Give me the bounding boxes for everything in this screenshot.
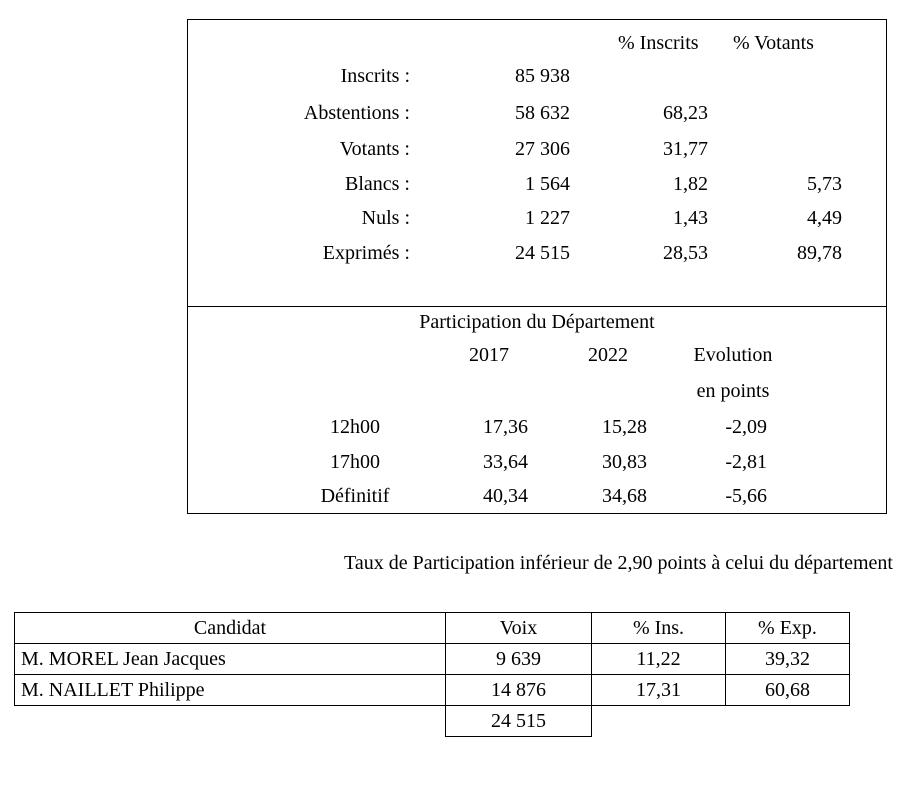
candidate-name: M. NAILLET Philippe xyxy=(14,674,446,706)
results-box-left xyxy=(187,19,188,514)
header-2017: 2017 xyxy=(469,344,509,366)
participation-2017: 17,36 xyxy=(483,416,528,438)
participation-row-label: Définitif xyxy=(320,485,390,507)
participation-2017: 33,64 xyxy=(483,451,528,473)
table-header-row: Candidat Voix % Ins. % Exp. xyxy=(14,612,850,644)
row-label: Abstentions : xyxy=(303,102,410,124)
row-label: Inscrits : xyxy=(340,65,410,87)
header-candidat: Candidat xyxy=(14,612,446,644)
results-box-top xyxy=(187,19,887,20)
candidate-pct-exp: 60,68 xyxy=(725,674,850,706)
row-pct-inscrits: 31,77 xyxy=(663,138,708,160)
row-label: Nuls : xyxy=(361,207,410,229)
row-pct-inscrits: 1,82 xyxy=(673,173,708,195)
candidate-pct-ins: 11,22 xyxy=(591,643,726,675)
header-2022: 2022 xyxy=(588,344,628,366)
row-label: Votants : xyxy=(339,138,410,160)
total-voix: 24 515 xyxy=(445,705,592,737)
participation-2022: 30,83 xyxy=(602,451,647,473)
results-box-divider xyxy=(187,306,887,307)
header-pct-votants: % Votants xyxy=(733,32,814,54)
participation-2022: 34,68 xyxy=(602,485,647,507)
row-label: Exprimés : xyxy=(322,242,410,264)
participation-note: Taux de Participation inférieur de 2,90 … xyxy=(344,552,893,574)
candidate-name: M. MOREL Jean Jacques xyxy=(14,643,446,675)
row-value: 27 306 xyxy=(515,138,570,160)
row-value: 58 632 xyxy=(515,102,570,124)
header-evolution: Evolution xyxy=(693,344,773,366)
results-box-right xyxy=(886,19,887,514)
participation-row-label: 17h00 xyxy=(330,451,380,473)
row-pct-votants: 89,78 xyxy=(797,242,842,264)
row-pct-inscrits: 28,53 xyxy=(663,242,708,264)
participation-evolution: -2,81 xyxy=(725,451,767,473)
row-pct-votants: 4,49 xyxy=(807,207,842,229)
row-pct-inscrits: 68,23 xyxy=(663,102,708,124)
results-box-bottom xyxy=(187,513,887,514)
row-value: 24 515 xyxy=(515,242,570,264)
candidate-pct-ins: 17,31 xyxy=(591,674,726,706)
candidate-voix: 9 639 xyxy=(445,643,592,675)
participation-evolution: -5,66 xyxy=(725,485,767,507)
header-pct-inscrits: % Inscrits xyxy=(618,32,699,54)
header-pct-exp: % Exp. xyxy=(725,612,850,644)
row-pct-votants: 5,73 xyxy=(807,173,842,195)
participation-row-label: 12h00 xyxy=(330,416,380,438)
candidates-table: Candidat Voix % Ins. % Exp. M. MOREL Jea… xyxy=(14,612,850,737)
row-value: 1 227 xyxy=(525,207,570,229)
header-pct-ins: % Ins. xyxy=(591,612,726,644)
candidate-voix: 14 876 xyxy=(445,674,592,706)
table-row: M. MOREL Jean Jacques 9 639 11,22 39,32 xyxy=(14,643,850,675)
header-voix: Voix xyxy=(445,612,592,644)
participation-2022: 15,28 xyxy=(602,416,647,438)
participation-title: Participation du Département xyxy=(419,311,655,333)
participation-evolution: -2,09 xyxy=(725,416,767,438)
table-row: M. NAILLET Philippe 14 876 17,31 60,68 xyxy=(14,674,850,706)
participation-2017: 40,34 xyxy=(483,485,528,507)
row-label: Blancs : xyxy=(345,173,410,195)
row-value: 1 564 xyxy=(525,173,570,195)
row-value: 85 938 xyxy=(515,65,570,87)
total-row: 24 515 xyxy=(15,705,850,737)
header-en-points: en points xyxy=(696,380,770,402)
row-pct-inscrits: 1,43 xyxy=(673,207,708,229)
candidate-pct-exp: 39,32 xyxy=(725,643,850,675)
